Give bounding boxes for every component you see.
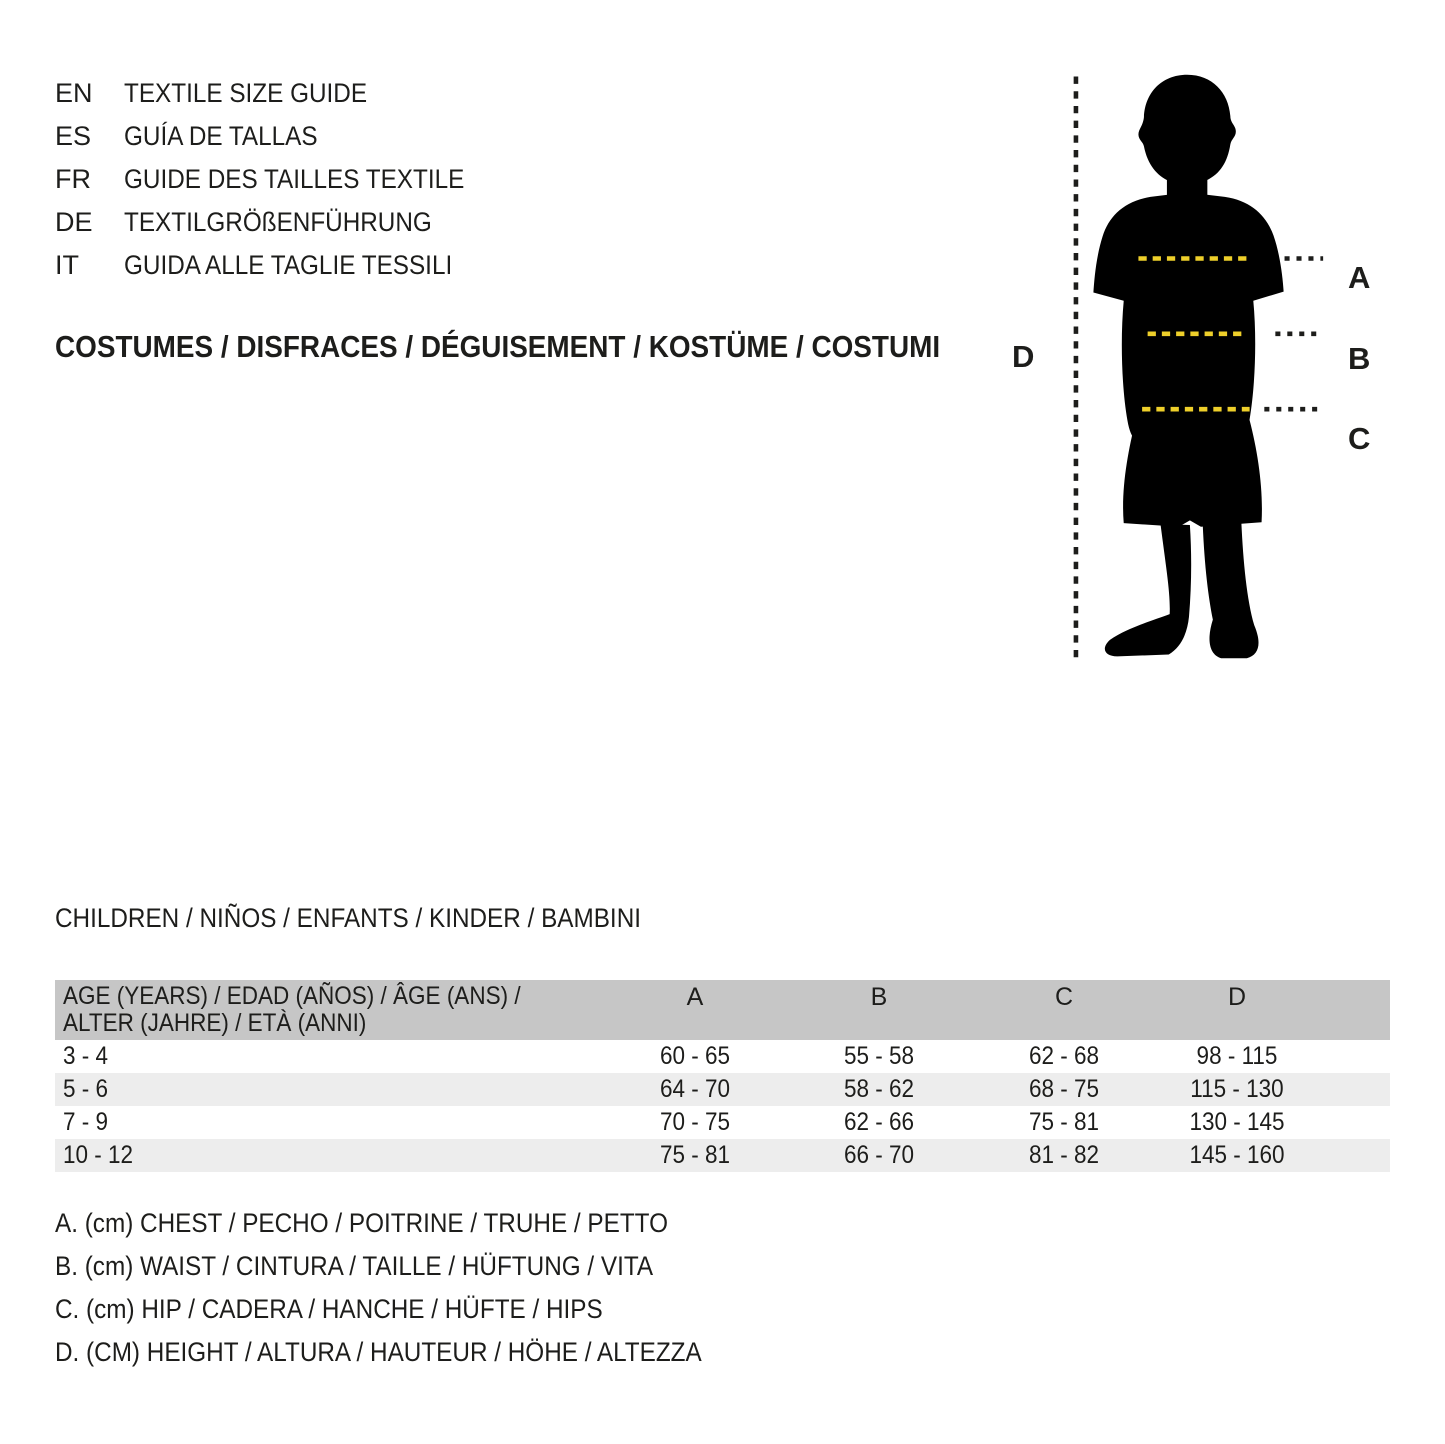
child-silhouette: [1093, 74, 1284, 659]
age-header-line2: ALTER (JAHRE) / ETÀ (ANNI): [63, 1009, 367, 1037]
language-title: GUIDA ALLE TAGLIE TESSILI: [124, 250, 453, 280]
table-row: 7 - 9 70 - 75 62 - 66 75 - 81 130 - 145: [55, 1106, 1390, 1139]
cell-age: 3 - 4: [63, 1042, 109, 1070]
table-section-heading: CHILDREN / NIÑOS / ENFANTS / KINDER / BA…: [55, 903, 706, 934]
legend-item-c: C. (cm) HIP / CADERA / HANCHE / HÜFTE / …: [55, 1294, 603, 1324]
child-silhouette-svg: [1073, 74, 1324, 660]
cell-a: 70 - 75: [659, 1108, 731, 1136]
measure-label-d: D: [1012, 339, 1035, 374]
cell-d: 115 - 130: [1190, 1075, 1284, 1103]
legend-item-d: D. (CM) HEIGHT / ALTURA / HAUTEUR / HÖHE…: [55, 1337, 702, 1367]
cell-age: 10 - 12: [63, 1141, 134, 1169]
language-code: ES: [55, 121, 92, 151]
language-row-fr: FR GUIDE DES TAILLES TEXTILE: [55, 158, 502, 201]
legend-item-b: B. (cm) WAIST / CINTURA / TAILLE / HÜFTU…: [55, 1251, 654, 1281]
language-title-list: EN TEXTILE SIZE GUIDE ES GUÍA DE TALLAS FR GU…: [55, 72, 502, 287]
language-title: TEXTILGRÖßENFÜHRUNG: [124, 207, 432, 237]
cell-c: 75 - 81: [1028, 1108, 1100, 1136]
size-table-body: 3 - 4 60 - 65 55 - 58 62 - 68 98 - 115 5 - 6 6…: [55, 1040, 1390, 1172]
language-row-es: ES GUÍA DE TALLAS: [55, 115, 502, 158]
age-column-header: AGE (YEARS) / EDAD (AÑOS) / ÂGE (ANS) / …: [63, 983, 571, 1037]
cell-c: 62 - 68: [1028, 1042, 1100, 1070]
measure-label-c: C: [1348, 421, 1371, 456]
category-heading: COSTUMES / DISFRACES / DÉGUISEMENT / KOS…: [55, 329, 941, 364]
cell-a: 60 - 65: [659, 1042, 731, 1070]
table-row: 5 - 6 64 - 70 58 - 62 68 - 75 115 - 130: [55, 1073, 1390, 1106]
language-row-de: DE TEXTILGRÖßENFÜHRUNG: [55, 201, 502, 244]
table-section-heading-text: CHILDREN / NIÑOS / ENFANTS / KINDER / BA…: [55, 903, 641, 933]
cell-b: 55 - 58: [843, 1042, 915, 1070]
cell-c: 68 - 75: [1028, 1075, 1100, 1103]
age-header-line1: AGE (YEARS) / EDAD (AÑOS) / ÂGE (ANS) /: [63, 982, 521, 1010]
cell-c: 81 - 82: [1028, 1141, 1100, 1169]
language-title: GUIDE DES TAILLES TEXTILE: [124, 164, 465, 194]
column-header-c: C: [1054, 983, 1074, 1011]
legend-item-a: A. (cm) CHEST / PECHO / POITRINE / TRUHE…: [55, 1208, 668, 1238]
language-row-en: EN TEXTILE SIZE GUIDE: [55, 72, 502, 115]
cell-d: 98 - 115: [1196, 1042, 1278, 1070]
size-table-header: AGE (YEARS) / EDAD (AÑOS) / ÂGE (ANS) / …: [55, 980, 1390, 1040]
size-table: AGE (YEARS) / EDAD (AÑOS) / ÂGE (ANS) / …: [55, 980, 1390, 1172]
cell-a: 64 - 70: [659, 1075, 731, 1103]
cell-d: 130 - 145: [1189, 1108, 1285, 1136]
table-row: 3 - 4 60 - 65 55 - 58 62 - 68 98 - 115: [55, 1040, 1390, 1073]
column-header-b: B: [870, 983, 888, 1011]
language-row-it: IT GUIDA ALLE TAGLIE TESSILI: [55, 244, 502, 287]
cell-b: 58 - 62: [843, 1075, 915, 1103]
language-code: FR: [55, 164, 91, 194]
cell-a: 75 - 81: [659, 1141, 731, 1169]
language-title: TEXTILE SIZE GUIDE: [124, 78, 368, 108]
language-code: EN: [55, 78, 93, 108]
measurement-legend: A. (cm) CHEST / PECHO / POITRINE / TRUHE…: [55, 1202, 774, 1374]
cell-d: 145 - 160: [1189, 1141, 1285, 1169]
language-title: GUÍA DE TALLAS: [124, 121, 318, 151]
language-code: DE: [55, 207, 93, 237]
cell-b: 66 - 70: [843, 1141, 915, 1169]
cell-age: 7 - 9: [63, 1108, 109, 1136]
measure-label-b: B: [1348, 341, 1371, 376]
table-row: 10 - 12 75 - 81 66 - 70 81 - 82 145 - 160: [55, 1139, 1390, 1172]
cell-age: 5 - 6: [63, 1075, 109, 1103]
column-header-a: A: [686, 983, 704, 1011]
cell-b: 62 - 66: [843, 1108, 915, 1136]
column-header-d: D: [1227, 983, 1247, 1011]
language-code: IT: [55, 250, 79, 280]
measure-label-a: A: [1348, 260, 1371, 295]
